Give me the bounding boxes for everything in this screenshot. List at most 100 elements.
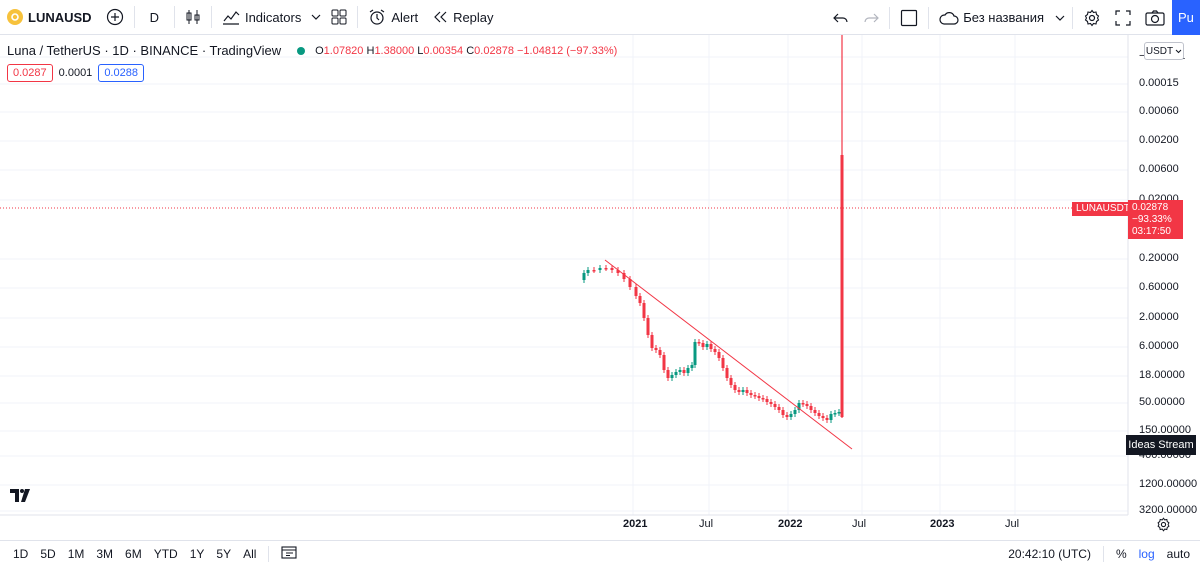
price-tick-label: 6.00000: [1139, 340, 1179, 352]
time-tick-label: 2021: [623, 518, 648, 530]
publish-button[interactable]: Pu: [1172, 0, 1200, 35]
candle-body: [825, 418, 829, 420]
redo-button[interactable]: [856, 0, 886, 35]
legend-title[interactable]: Luna / TetherUS · 1D · BINANCE · Trading…: [7, 43, 282, 58]
time-tick-label: Jul: [699, 518, 714, 530]
candle-body: [654, 348, 658, 350]
price-tick-label: 0.00600: [1139, 163, 1179, 175]
time-tick-label: 2023: [930, 518, 955, 530]
range-1d-button[interactable]: 1D: [13, 546, 29, 561]
candle-body: [837, 412, 841, 414]
buy-price-box[interactable]: 0.0288: [98, 64, 144, 82]
divider: [1102, 546, 1104, 562]
compare-button[interactable]: [99, 0, 131, 35]
crash-candle: [840, 155, 844, 417]
candle-body: [729, 378, 733, 385]
range-ytd-button[interactable]: YTD: [153, 546, 178, 561]
price-tick-label: 0.00015: [1139, 77, 1179, 89]
candle-body: [781, 410, 785, 415]
sell-price-box[interactable]: 0.0287: [7, 64, 53, 82]
market-status-dot[interactable]: [297, 46, 306, 55]
candle-body: [592, 270, 596, 272]
candle-body: [690, 365, 694, 368]
indicators-button[interactable]: Indicators: [215, 0, 308, 35]
price-tick-label: 0.20000: [1139, 252, 1179, 264]
candle-body: [721, 358, 725, 368]
candle-body: [821, 416, 825, 418]
interval-label: D: [149, 9, 159, 25]
log-toggle[interactable]: log: [1138, 547, 1155, 561]
range-3m-button[interactable]: 3M: [96, 546, 114, 561]
candle-body: [622, 273, 626, 279]
candle-body: [809, 406, 813, 410]
price-chart[interactable]: [0, 35, 1200, 540]
close-label: C: [466, 44, 475, 57]
ideas-stream-button[interactable]: Ideas Stream: [1126, 435, 1196, 455]
bottom-toolbar: 1D 5D 1M 3M 6M YTD 1Y 5Y All 20:42:10 (UTC) % lo…: [0, 540, 1200, 566]
auto-toggle[interactable]: auto: [1166, 547, 1190, 561]
toolbar-right: Без названия Pu: [826, 0, 1200, 35]
divider: [357, 6, 359, 28]
symbol-label: LUNAUSD: [28, 9, 92, 25]
interval-button[interactable]: D: [138, 0, 171, 35]
range-5y-button[interactable]: 5Y: [216, 546, 232, 561]
high-label: H: [366, 44, 375, 57]
candle-body: [616, 270, 620, 273]
snapshot-button[interactable]: [1138, 0, 1172, 35]
divider: [210, 6, 212, 28]
chevron-down-icon: [1055, 14, 1065, 22]
candle-body: [674, 372, 678, 375]
clock[interactable]: 20:42:10 (UTC): [1008, 547, 1091, 561]
templates-button[interactable]: [324, 0, 354, 35]
candle-body: [797, 403, 801, 410]
goto-date-button[interactable]: [275, 545, 303, 562]
symbol-price-tag: LUNAUSDT: [1072, 202, 1134, 216]
candle-body: [741, 390, 745, 392]
layout-name: Без названия: [963, 10, 1044, 25]
candle-body: [582, 273, 586, 280]
chart-type-button[interactable]: [178, 0, 208, 35]
settings-button[interactable]: [1076, 0, 1108, 35]
save-layout-button[interactable]: Без названия: [932, 0, 1051, 35]
candle-body: [733, 385, 737, 390]
layout-dropdown[interactable]: [1051, 0, 1069, 35]
range-6m-button[interactable]: 6M: [125, 546, 142, 561]
fullscreen-button[interactable]: [1108, 0, 1138, 35]
last-price-tag: 0.02878 −93.33% 03:17:50: [1128, 200, 1183, 239]
candle-body: [745, 390, 749, 393]
undo-button[interactable]: [826, 0, 856, 35]
axis-settings-button[interactable]: [1156, 517, 1172, 533]
replay-button[interactable]: Replay: [425, 0, 500, 35]
price-tick-label: 150.00000: [1139, 424, 1191, 436]
price-tick-label: 3200.00000: [1139, 504, 1198, 516]
chevron-down-icon: [1175, 49, 1182, 54]
symbol-search[interactable]: LUNAUSD: [0, 0, 99, 35]
alert-button[interactable]: Alert: [361, 0, 425, 35]
candle-body: [793, 410, 797, 414]
candle-body: [670, 375, 674, 378]
layout-button[interactable]: [893, 0, 925, 35]
range-1y-button[interactable]: 1Y: [189, 546, 205, 561]
replay-label: Replay: [453, 9, 494, 25]
candle-body: [777, 407, 781, 410]
tradingview-logo-icon[interactable]: [9, 486, 33, 504]
time-tick-label: 2022: [778, 518, 803, 530]
candle-body: [678, 370, 682, 372]
price-tick-label: 0.60000: [1139, 281, 1179, 293]
candle-body: [634, 287, 638, 296]
currency-selector[interactable]: USDT: [1144, 42, 1184, 60]
candle-body: [650, 335, 654, 348]
range-all-button[interactable]: All: [243, 546, 257, 561]
ohlc-values: O1.07820 H1.38000 L0.00354 C0.02878 −1.0…: [315, 45, 617, 57]
candle-body: [829, 414, 833, 420]
range-5d-button[interactable]: 5D: [40, 546, 56, 561]
close-value: 0.02878: [474, 44, 514, 57]
percent-toggle[interactable]: %: [1115, 547, 1127, 561]
range-1m-button[interactable]: 1M: [67, 546, 85, 561]
undo-icon: [833, 12, 849, 24]
plus-circle-icon: [106, 8, 124, 26]
candle-body: [753, 395, 757, 397]
currency-label: USDT: [1145, 45, 1174, 57]
indicators-dropdown[interactable]: [308, 0, 324, 35]
candle-body: [749, 393, 753, 395]
